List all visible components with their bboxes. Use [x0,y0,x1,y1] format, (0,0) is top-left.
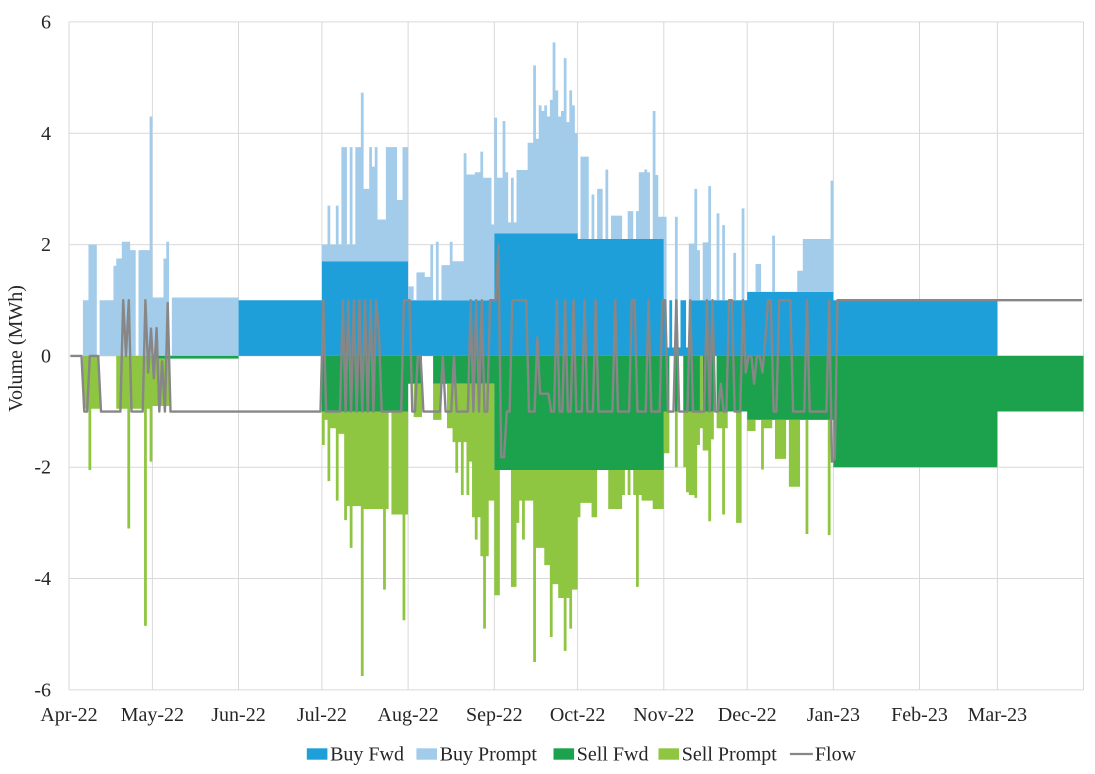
svg-text:Sell Fwd: Sell Fwd [577,744,649,766]
svg-text:Sell Prompt: Sell Prompt [682,744,777,766]
svg-text:May-22: May-22 [121,704,184,726]
svg-text:Volume (MWh): Volume (MWh) [5,285,27,412]
svg-text:Buy Fwd: Buy Fwd [330,744,404,766]
svg-text:Feb-23: Feb-23 [891,704,948,726]
svg-text:6: 6 [41,11,51,33]
svg-text:Aug-22: Aug-22 [378,704,439,726]
svg-text:Apr-22: Apr-22 [40,704,97,726]
svg-text:0: 0 [41,345,51,367]
svg-text:-4: -4 [34,568,51,590]
svg-text:Nov-22: Nov-22 [633,704,694,726]
svg-text:Dec-22: Dec-22 [718,704,777,726]
svg-text:Sep-22: Sep-22 [466,704,523,726]
svg-text:Flow: Flow [815,744,857,766]
svg-text:-6: -6 [34,679,51,701]
svg-text:4: 4 [41,123,51,145]
svg-text:-2: -2 [34,457,51,479]
svg-text:Jan-23: Jan-23 [807,704,860,726]
svg-text:Jun-22: Jun-22 [211,704,265,726]
svg-text:Jul-22: Jul-22 [297,704,347,726]
svg-text:Mar-23: Mar-23 [968,704,1028,726]
svg-text:2: 2 [41,234,51,256]
svg-text:Buy Prompt: Buy Prompt [440,744,538,766]
svg-text:Oct-22: Oct-22 [550,704,606,726]
